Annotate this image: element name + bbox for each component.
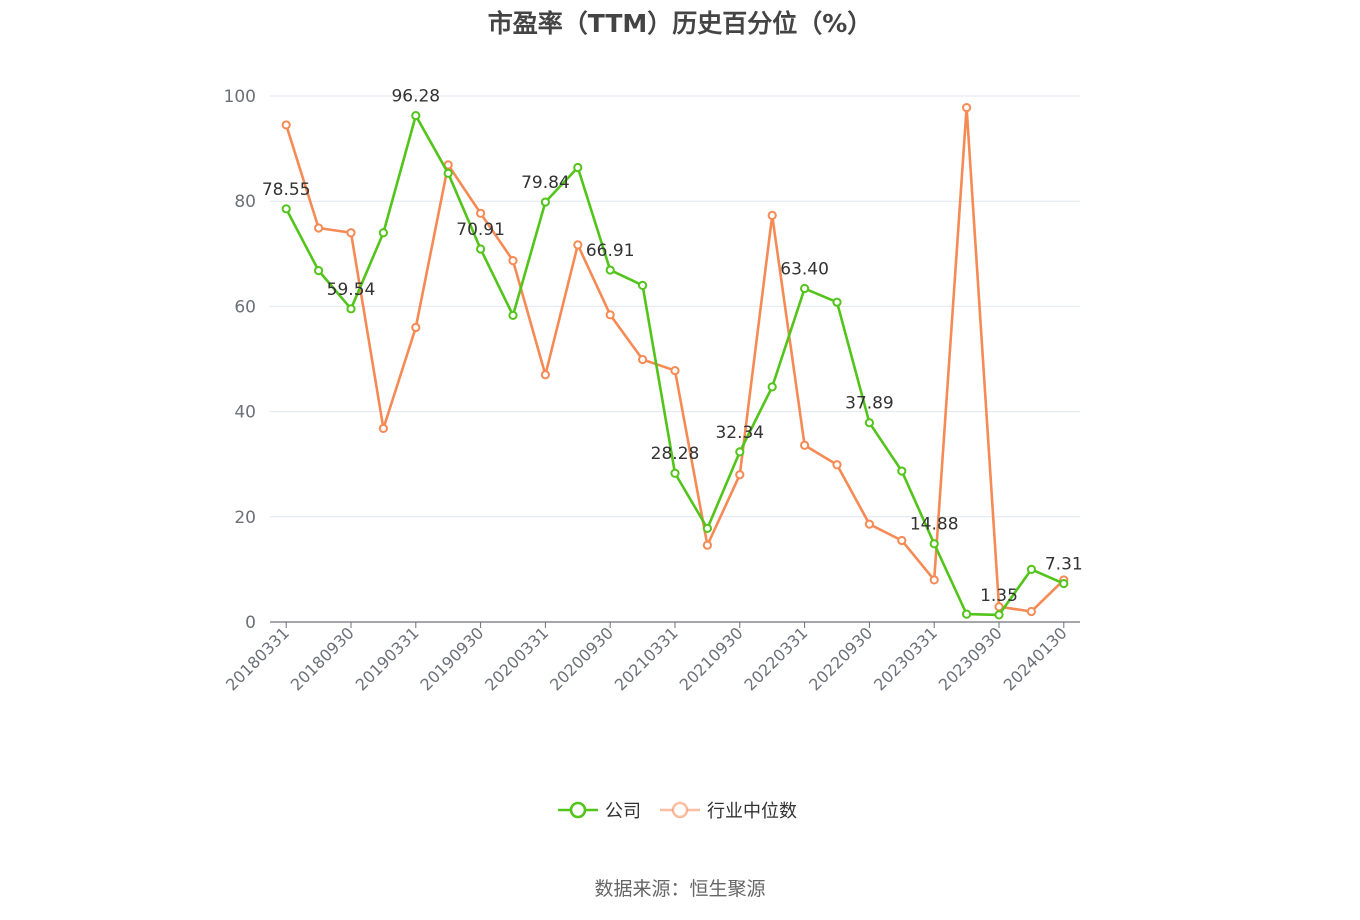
data-point[interactable] xyxy=(962,102,972,113)
data-point[interactable] xyxy=(702,540,713,550)
data-point[interactable] xyxy=(832,297,842,307)
data-point[interactable] xyxy=(864,519,875,529)
data-point[interactable] xyxy=(638,354,648,365)
data-point[interactable] xyxy=(443,168,453,178)
data-point[interactable] xyxy=(962,609,972,619)
chart-title: 市盈率（TTM）历史百分位（%） xyxy=(487,9,873,38)
y-tick-label: 20 xyxy=(234,508,256,528)
data-point[interactable] xyxy=(378,228,388,238)
data-point[interactable] xyxy=(346,228,356,238)
legend-label: 公司 xyxy=(605,801,641,822)
data-label: 59.54 xyxy=(327,280,376,300)
data-point[interactable] xyxy=(605,310,615,320)
data-point[interactable] xyxy=(735,470,745,480)
data-point[interactable] xyxy=(735,447,745,457)
data-point[interactable] xyxy=(573,240,583,250)
data-point[interactable] xyxy=(767,382,777,392)
x-tick-label: 20190930 xyxy=(416,623,487,694)
data-point[interactable] xyxy=(929,539,939,549)
x-tick-label: 20200930 xyxy=(546,623,617,694)
data-point[interactable] xyxy=(411,322,421,333)
x-tick-label: 20210331 xyxy=(611,623,682,694)
data-label: 28.28 xyxy=(651,444,700,464)
y-tick-label: 0 xyxy=(245,613,256,633)
data-source-note: 数据来源：恒生聚源 xyxy=(594,878,766,900)
data-label: 7.31 xyxy=(1045,555,1083,575)
legend-swatch-marker xyxy=(671,801,689,819)
x-tick-label: 20210930 xyxy=(676,623,747,694)
data-point[interactable] xyxy=(1026,606,1037,617)
legend-swatch-marker xyxy=(569,801,587,819)
y-tick-label: 80 xyxy=(234,192,256,212)
x-tick-label: 20200331 xyxy=(481,623,552,694)
legend-item[interactable]: 行业中位数 xyxy=(660,801,797,822)
data-point[interactable] xyxy=(1059,578,1069,589)
data-point[interactable] xyxy=(605,265,615,275)
data-label: 78.55 xyxy=(262,180,311,200)
data-label: 37.89 xyxy=(845,394,894,414)
data-point[interactable] xyxy=(1026,564,1037,575)
data-point[interactable] xyxy=(314,266,324,276)
grid-lines xyxy=(270,95,1080,518)
data-point[interactable] xyxy=(864,418,875,428)
data-point[interactable] xyxy=(411,110,421,121)
data-point[interactable] xyxy=(508,310,518,320)
data-point[interactable] xyxy=(702,523,713,533)
data-point[interactable] xyxy=(281,120,291,130)
x-tick-label: 20180331 xyxy=(222,623,293,694)
x-tick-label: 20230331 xyxy=(870,623,941,694)
data-label: 70.91 xyxy=(456,220,505,240)
x-tick-label: 20240130 xyxy=(1000,623,1071,694)
data-point[interactable] xyxy=(508,256,518,266)
data-point[interactable] xyxy=(670,468,680,478)
data-point[interactable] xyxy=(832,460,842,470)
x-tick-label: 20220930 xyxy=(805,623,876,694)
data-point[interactable] xyxy=(800,440,810,450)
series-layer xyxy=(281,102,1069,620)
x-tick-label: 20190331 xyxy=(352,623,423,694)
data-label: 79.84 xyxy=(521,173,570,193)
data-point[interactable] xyxy=(540,197,551,207)
data-point[interactable] xyxy=(281,204,291,214)
data-point[interactable] xyxy=(897,535,907,546)
data-point[interactable] xyxy=(897,466,907,476)
axes: 0 20 40 60 80 100 2018033120180930201903312019… xyxy=(222,87,1080,694)
data-point[interactable] xyxy=(476,244,486,254)
data-label: 14.88 xyxy=(910,515,959,535)
data-point[interactable] xyxy=(767,210,777,221)
y-tick-label: 100 xyxy=(224,87,256,107)
data-point[interactable] xyxy=(476,208,486,218)
x-tick-label: 20180930 xyxy=(287,623,358,694)
data-labels: 78.55 59.54 96.28 70.91 79.84 66.91 28.28 32.34… xyxy=(262,87,1083,606)
data-point[interactable] xyxy=(800,283,810,294)
data-point[interactable] xyxy=(929,575,939,585)
x-tick-label: 20230930 xyxy=(935,623,1006,694)
data-point[interactable] xyxy=(994,610,1004,620)
x-tick-label: 20220331 xyxy=(740,623,811,694)
legend: 公司 行业中位数 xyxy=(558,801,797,822)
data-point[interactable] xyxy=(670,365,680,376)
data-point[interactable] xyxy=(346,304,356,314)
data-point[interactable] xyxy=(314,223,324,233)
data-label: 96.28 xyxy=(391,87,440,107)
legend-label: 行业中位数 xyxy=(707,801,797,822)
data-point[interactable] xyxy=(638,280,648,290)
data-label: 32.34 xyxy=(715,423,764,443)
legend-item[interactable]: 公司 xyxy=(558,801,641,822)
data-point[interactable] xyxy=(378,423,388,434)
data-label: 66.91 xyxy=(586,241,635,261)
data-point[interactable] xyxy=(540,370,551,380)
data-point[interactable] xyxy=(573,162,583,173)
y-tick-label: 60 xyxy=(234,297,256,317)
series-line xyxy=(284,106,1065,613)
y-tick-label: 40 xyxy=(234,403,256,423)
data-label: 1.35 xyxy=(980,586,1018,606)
data-label: 63.40 xyxy=(780,260,829,280)
